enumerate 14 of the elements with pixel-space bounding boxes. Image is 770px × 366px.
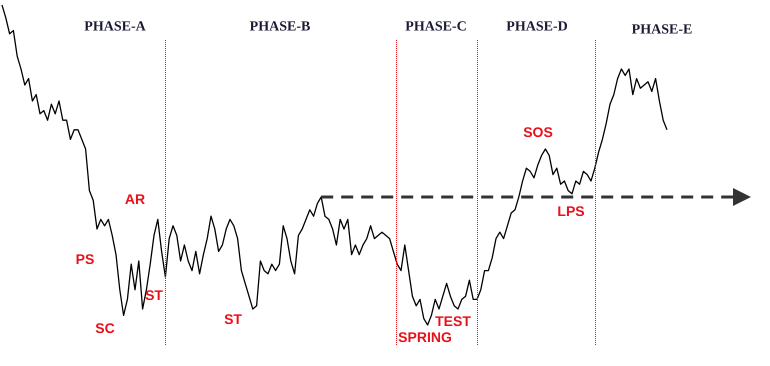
annotation: SOS [523,124,553,140]
annotation: PS [76,250,94,267]
annotation: SC [95,320,115,336]
text: SPRING [398,328,452,345]
annotation: AR [124,190,146,207]
annotation: PHASE-E [632,22,692,38]
annotation: TEST [435,312,472,329]
annotation: ST [224,310,242,327]
annotation: PHASE-B [250,20,310,35]
annotation: PHASE-D [506,20,568,35]
annotation: PHASE-A [84,20,147,35]
annotation: PHASE-C [405,20,467,35]
annotation: ST [145,286,164,303]
annotation: LPS [557,202,585,219]
